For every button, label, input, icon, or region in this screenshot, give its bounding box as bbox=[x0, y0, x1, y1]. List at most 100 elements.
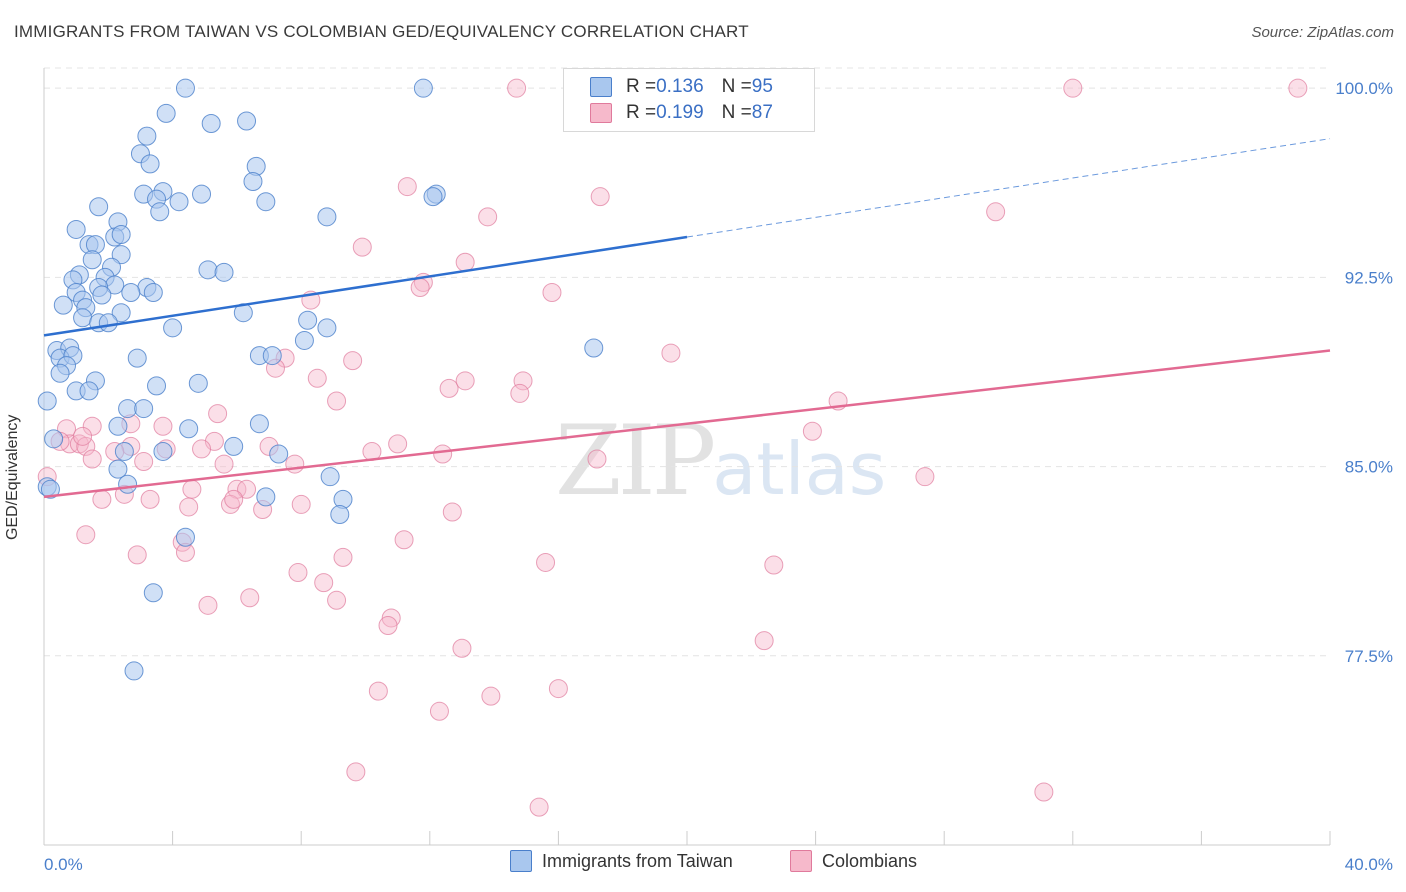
taiwan-point bbox=[140, 154, 160, 174]
taiwan-trend-extension bbox=[686, 138, 1331, 238]
taiwan-point bbox=[198, 260, 218, 280]
taiwan-swatch bbox=[590, 77, 612, 97]
taiwan-point bbox=[256, 487, 276, 507]
colombian-point bbox=[76, 525, 96, 545]
taiwan-point bbox=[73, 308, 93, 328]
taiwan-point bbox=[317, 318, 337, 338]
colombian-point bbox=[394, 530, 414, 550]
taiwan-point bbox=[163, 318, 183, 338]
colombian-point bbox=[442, 502, 462, 522]
taiwan-point bbox=[175, 527, 195, 547]
taiwan-point bbox=[143, 583, 163, 603]
taiwan-point bbox=[118, 399, 138, 419]
taiwan-point bbox=[169, 192, 189, 212]
taiwan-point bbox=[294, 330, 314, 350]
colombian-point bbox=[381, 608, 401, 628]
colombian-point bbox=[507, 78, 527, 98]
colombian-point bbox=[153, 416, 173, 436]
colombian-point bbox=[587, 449, 607, 469]
colombian-legend-swatch bbox=[790, 850, 812, 872]
colombian-point bbox=[478, 207, 498, 227]
taiwan-point bbox=[153, 441, 173, 461]
taiwan-point bbox=[330, 505, 350, 525]
colombian-point bbox=[224, 489, 244, 509]
colombian-point bbox=[452, 638, 472, 658]
n-value: 95 bbox=[751, 76, 773, 97]
colombian-point bbox=[915, 467, 935, 487]
y-axis-label: GED/Equivalency bbox=[4, 414, 21, 540]
colombian-point bbox=[73, 426, 93, 446]
stats-legend-row-colombian: R = 0.199 N = 87 bbox=[590, 101, 773, 125]
colombian-point bbox=[237, 479, 257, 499]
colombian-point bbox=[327, 391, 347, 411]
taiwan-point bbox=[89, 197, 109, 217]
taiwan-point bbox=[53, 295, 73, 315]
colombian-point bbox=[140, 489, 160, 509]
colombian-point bbox=[542, 283, 562, 303]
taiwan-point bbox=[108, 416, 128, 436]
colombian-swatch bbox=[590, 103, 612, 123]
colombian-point bbox=[285, 454, 305, 474]
x-tick-label-start: 0.0% bbox=[44, 855, 83, 874]
colombian-point bbox=[378, 616, 398, 636]
colombian-point bbox=[429, 701, 449, 721]
taiwan-point bbox=[423, 187, 443, 207]
taiwan-point bbox=[50, 363, 70, 383]
colombian-point bbox=[510, 383, 530, 403]
taiwan-legend-swatch bbox=[510, 850, 532, 872]
colombian-point bbox=[1288, 78, 1308, 98]
colombian-point bbox=[240, 588, 260, 608]
colombian-point bbox=[439, 378, 459, 398]
taiwan-point bbox=[134, 399, 154, 419]
colombian-point bbox=[1063, 78, 1083, 98]
r-value: 0.136 bbox=[656, 76, 704, 97]
taiwan-point bbox=[111, 303, 131, 323]
n-value: 87 bbox=[751, 102, 773, 123]
colombian-point bbox=[220, 494, 240, 514]
colombian-point bbox=[182, 479, 202, 499]
colombian-point bbox=[346, 762, 366, 782]
taiwan-point bbox=[224, 436, 244, 456]
colombian-point bbox=[214, 454, 234, 474]
colombian-point bbox=[76, 436, 96, 456]
taiwan-point bbox=[156, 103, 176, 123]
taiwan-point bbox=[243, 172, 263, 192]
chart-source: Source: ZipAtlas.com bbox=[1251, 24, 1394, 41]
chart-title: IMMIGRANTS FROM TAIWAN VS COLOMBIAN GED/… bbox=[14, 22, 749, 41]
colombian-point bbox=[333, 547, 353, 567]
colombian-point bbox=[368, 681, 388, 701]
taiwan-point bbox=[82, 250, 102, 270]
n-label: N = bbox=[721, 102, 752, 123]
taiwan-point bbox=[201, 114, 221, 133]
colombian-point bbox=[288, 563, 308, 583]
colombian-point bbox=[455, 252, 475, 272]
y-tick-label: 92.5% bbox=[1345, 268, 1393, 287]
colombian-point bbox=[397, 177, 417, 197]
taiwan-point bbox=[92, 285, 112, 305]
taiwan-point bbox=[121, 283, 141, 303]
colombian-point bbox=[343, 351, 363, 371]
colombian-point bbox=[127, 545, 147, 565]
taiwan-point bbox=[320, 467, 340, 487]
legend-item-taiwan: Immigrants from Taiwan bbox=[510, 850, 733, 872]
r-value: 0.199 bbox=[656, 102, 704, 123]
taiwan-point bbox=[262, 346, 282, 366]
watermark-atlas: atlas bbox=[712, 427, 887, 511]
taiwan-point bbox=[298, 310, 318, 330]
legend-label-colombian: Colombians bbox=[822, 850, 918, 871]
taiwan-point bbox=[584, 338, 604, 358]
taiwan-point bbox=[214, 262, 234, 282]
colombian-trend-line bbox=[43, 349, 1331, 499]
taiwan-point bbox=[256, 192, 276, 212]
colombian-point bbox=[1034, 782, 1054, 802]
taiwan-point bbox=[114, 441, 134, 461]
taiwan-point bbox=[127, 348, 147, 368]
colombian-point bbox=[754, 631, 774, 651]
colombian-point bbox=[410, 277, 430, 297]
stats-legend: R = 0.136 N = 95 R = 0.199 N = 87 bbox=[563, 68, 815, 132]
taiwan-point bbox=[249, 414, 269, 434]
taiwan-point bbox=[150, 202, 170, 222]
taiwan-point bbox=[98, 313, 118, 333]
colombian-point bbox=[291, 494, 311, 514]
